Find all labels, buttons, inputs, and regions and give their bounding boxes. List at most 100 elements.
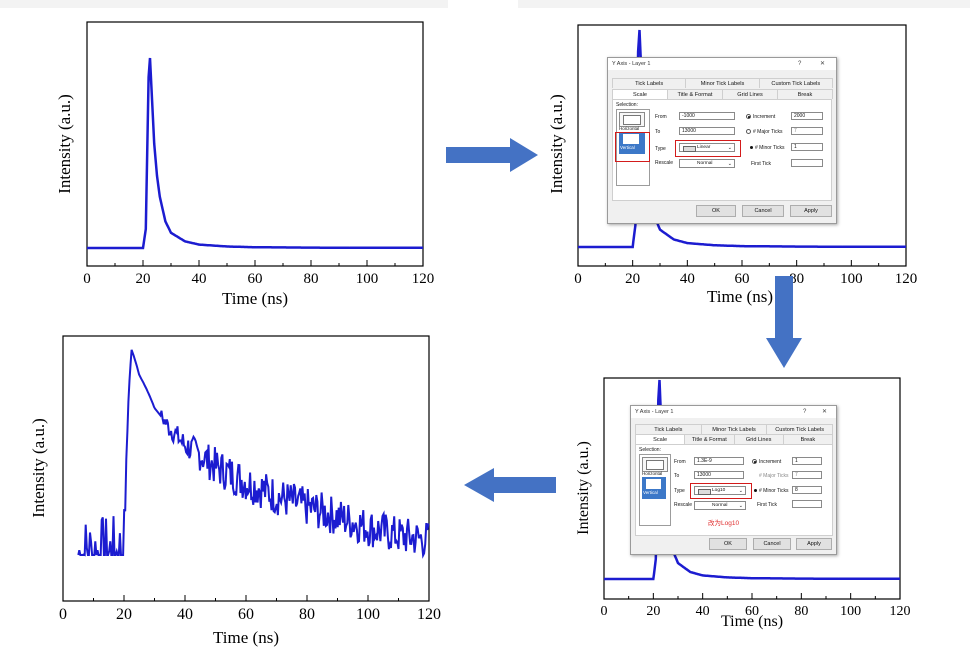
- selection-horizontal[interactable]: [642, 457, 668, 472]
- tab-grid-lines[interactable]: Grid Lines: [733, 434, 784, 444]
- to-input[interactable]: 13000: [694, 471, 744, 479]
- to-input[interactable]: 13000: [679, 127, 735, 135]
- tab-break[interactable]: Break: [777, 89, 833, 99]
- tab-minor-tick-labels[interactable]: Minor Tick Labels: [685, 78, 760, 88]
- close-icon[interactable]: ✕: [822, 409, 828, 415]
- x-tick-label: 20: [136, 271, 151, 287]
- x-tick-label: 40: [696, 604, 710, 619]
- major-ticks-radio[interactable]: [746, 129, 751, 134]
- type-select-value: Linear: [697, 145, 711, 150]
- type-select[interactable]: Log10 ⌄: [694, 486, 746, 495]
- type-select[interactable]: Linear ⌄: [679, 143, 735, 152]
- x-tick-label: 20: [625, 271, 640, 287]
- arrow-left-icon: [464, 468, 556, 502]
- ok-button[interactable]: OK: [709, 538, 747, 550]
- selection-horizontal-label: Horizontal: [642, 471, 663, 476]
- y-axis-title: Intensity (a.u.): [575, 441, 592, 535]
- x-tick-label: 80: [794, 604, 808, 619]
- tab-row-bottom: Scale Title & Format Grid Lines Break: [612, 89, 833, 99]
- help-icon[interactable]: ?: [798, 61, 802, 67]
- highlight-type: [675, 140, 741, 157]
- tab-row-bottom: Scale Title & Format Grid Lines Break: [635, 434, 833, 444]
- plot-frame: [86, 21, 424, 267]
- annotation-note: 改为Log10: [708, 520, 740, 527]
- type-label: Type: [655, 146, 666, 152]
- rescale-select[interactable]: Normal ⌄: [694, 501, 746, 510]
- major-ticks-label: # Major Ticks: [759, 473, 789, 479]
- from-label: From: [655, 114, 667, 120]
- tab-tick-labels[interactable]: Tick Labels: [612, 78, 687, 88]
- major-ticks-input[interactable]: 7: [791, 127, 823, 135]
- from-label: From: [674, 459, 686, 465]
- x-tick-label: 60: [238, 606, 254, 623]
- minor-ticks-input[interactable]: 8: [792, 486, 822, 494]
- vertical-axis-icon: [623, 134, 639, 144]
- increment-input[interactable]: 2000: [791, 112, 823, 120]
- x-tick-label: 60: [745, 604, 759, 619]
- selection-label: Selection:: [639, 447, 661, 453]
- minor-ticks-label: # Minor Ticks: [759, 488, 789, 494]
- bullet-icon: [750, 146, 753, 149]
- x-tick-label: 100: [840, 271, 863, 287]
- close-icon[interactable]: ✕: [820, 61, 826, 67]
- tab-scale[interactable]: Scale: [612, 89, 668, 99]
- first-tick-input[interactable]: [791, 159, 823, 167]
- type-select-value: Log10: [712, 488, 726, 493]
- highlight-vertical: [615, 132, 650, 162]
- y-axis-title: Intensity (a.u.): [547, 94, 566, 194]
- type-label: Type: [674, 488, 685, 494]
- increment-label: Increment: [759, 459, 782, 465]
- tab-custom-tick-labels[interactable]: Custom Tick Labels: [766, 424, 834, 434]
- increment-input[interactable]: 1: [792, 457, 822, 465]
- tab-custom-tick-labels[interactable]: Custom Tick Labels: [758, 78, 833, 88]
- cancel-button[interactable]: Cancel: [742, 205, 784, 217]
- x-tick-label: 100: [356, 271, 379, 287]
- tab-minor-tick-labels[interactable]: Minor Tick Labels: [700, 424, 768, 434]
- rescale-select-value: Normal: [712, 503, 728, 508]
- ok-button[interactable]: OK: [696, 205, 736, 217]
- major-ticks-input[interactable]: 7: [792, 471, 822, 479]
- apply-button[interactable]: Apply: [790, 205, 832, 217]
- rescale-select[interactable]: Normal ⌄: [679, 159, 735, 168]
- y-axis-title: Intensity (a.u.): [29, 418, 48, 518]
- minor-ticks-input[interactable]: 1: [791, 143, 823, 151]
- increment-radio[interactable]: [746, 114, 751, 119]
- selection-vertical[interactable]: Vertical: [642, 477, 666, 499]
- x-tick-label: 0: [574, 271, 582, 287]
- selection-horizontal[interactable]: [619, 112, 645, 127]
- x-tick-label: 120: [417, 606, 441, 623]
- tab-tick-labels[interactable]: Tick Labels: [635, 424, 702, 434]
- from-input[interactable]: -1000: [679, 112, 735, 120]
- y-axis-dialog-log: Y Axis - Layer 1 ? ✕ Tick Labels Minor T…: [630, 405, 837, 555]
- rescale-label: Rescale: [674, 502, 693, 508]
- y-axis-title: Intensity (a.u.): [55, 94, 74, 194]
- to-label: To: [674, 473, 680, 479]
- x-tick-label: 100: [840, 604, 861, 619]
- tab-break[interactable]: Break: [782, 434, 833, 444]
- first-tick-input[interactable]: [792, 500, 822, 508]
- tab-title-format[interactable]: Title & Format: [684, 434, 735, 444]
- selection-horizontal-label: Horizontal: [619, 126, 640, 131]
- tab-grid-lines[interactable]: Grid Lines: [722, 89, 778, 99]
- from-input[interactable]: 1.3E-9: [694, 457, 744, 465]
- x-tick-label: 0: [59, 606, 67, 623]
- chart-linear-svg: 0 20 40 60 80 100 120 Time (ns) Intensity (a.u…: [55, 21, 435, 308]
- tab-title-format[interactable]: Title & Format: [667, 89, 723, 99]
- dialog-title-bar: Y Axis - Layer 1 ? ✕: [608, 58, 836, 70]
- increment-radio[interactable]: [752, 459, 757, 464]
- selection-vertical[interactable]: Vertical: [619, 132, 645, 154]
- x-axis-title: Time (ns): [707, 287, 773, 306]
- window-top-strip: [0, 0, 970, 8]
- cancel-button[interactable]: Cancel: [753, 538, 791, 550]
- vertical-axis-icon: [646, 479, 661, 489]
- help-icon[interactable]: ?: [803, 409, 807, 415]
- x-axis-title: Time (ns): [222, 289, 288, 308]
- x-tick-label: 120: [412, 271, 435, 287]
- x-axis-title: Time (ns): [213, 628, 279, 647]
- apply-button[interactable]: Apply: [796, 538, 832, 550]
- x-tick-label: 100: [356, 606, 380, 623]
- x-tick-label: 60: [735, 271, 750, 287]
- horizontal-axis-icon: [623, 115, 641, 125]
- tab-scale[interactable]: Scale: [635, 434, 686, 444]
- selection-label: Selection:: [616, 102, 638, 108]
